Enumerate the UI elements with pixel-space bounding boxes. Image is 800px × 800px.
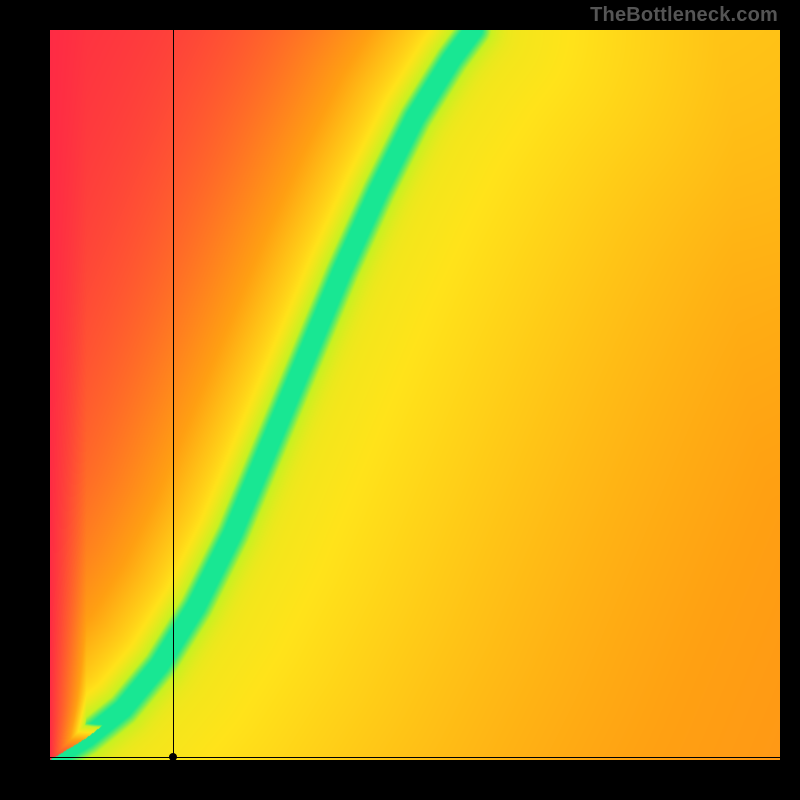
crosshair-horizontal xyxy=(50,757,780,758)
crosshair-vertical xyxy=(173,30,174,760)
watermark-text: TheBottleneck.com xyxy=(590,4,778,27)
crosshair-marker xyxy=(169,753,177,761)
bottleneck-heatmap xyxy=(50,30,780,760)
